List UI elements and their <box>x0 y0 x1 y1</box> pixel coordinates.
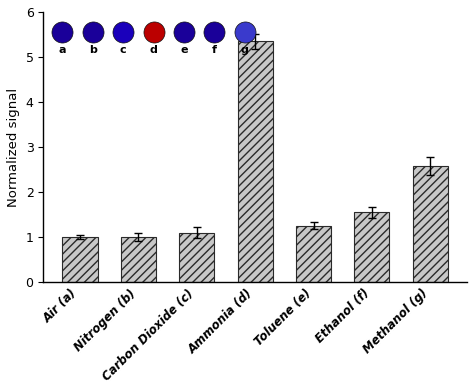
Bar <box>179 232 214 282</box>
Point <box>89 28 97 35</box>
Bar <box>121 237 156 282</box>
Text: e: e <box>180 45 188 55</box>
Y-axis label: Normalized signal: Normalized signal <box>7 87 20 207</box>
Bar <box>63 237 98 282</box>
Text: f: f <box>212 45 217 55</box>
Bar <box>296 226 331 282</box>
Point <box>119 28 127 35</box>
Text: d: d <box>150 45 157 55</box>
Text: a: a <box>59 45 66 55</box>
Text: b: b <box>89 45 97 55</box>
Point <box>241 28 248 35</box>
Point <box>59 28 66 35</box>
Point <box>180 28 188 35</box>
Text: g: g <box>241 45 248 55</box>
Point <box>150 28 157 35</box>
Bar <box>413 167 448 282</box>
Bar <box>355 212 390 282</box>
Bar <box>237 41 273 282</box>
Point <box>210 28 218 35</box>
Text: c: c <box>120 45 127 55</box>
